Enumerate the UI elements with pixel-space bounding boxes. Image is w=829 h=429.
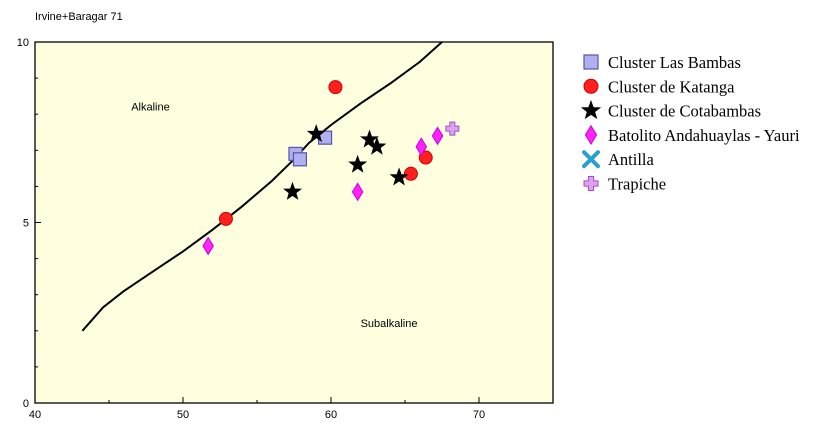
- axis-ticks: 40 50 60 70 0 5 10: [17, 37, 554, 421]
- legend-label: Cluster Las Bambas: [608, 53, 741, 72]
- legend-marker-circle: [583, 78, 599, 94]
- data-point-circle: [403, 166, 418, 181]
- data-point-star: [367, 136, 387, 155]
- x-tick-label: 40: [29, 409, 41, 421]
- legend-item: Antilla: [582, 150, 655, 169]
- data-point-circle: [218, 211, 233, 226]
- y-tick-label: 0: [23, 398, 29, 410]
- legend-marker-diamond: [584, 124, 598, 145]
- data-point-star: [359, 129, 379, 148]
- legend-item: Cluster de Cotabambas: [580, 99, 761, 121]
- data-point-diamond: [415, 137, 428, 157]
- x-tick-label: 60: [325, 409, 337, 421]
- data-point-circle: [418, 150, 433, 165]
- y-tick-label: 5: [23, 218, 29, 230]
- legend-marker-square: [583, 54, 599, 70]
- legend-label: Cluster de Katanga: [608, 77, 735, 96]
- legend-item: Batolito Andahuaylas - Yauri: [584, 124, 800, 145]
- legend-item: Trapiche: [583, 175, 666, 194]
- y-tick-label: 10: [17, 37, 29, 49]
- legend: Cluster Las Bambas Cluster de Katanga Clus…: [580, 53, 800, 194]
- legend-label: Batolito Andahuaylas - Yauri: [608, 126, 800, 145]
- legend-label: Trapiche: [608, 175, 666, 194]
- data-point-diamond: [202, 236, 214, 256]
- data-point-circle: [328, 80, 343, 95]
- plot-area: [34, 41, 554, 404]
- data-point-diamond: [351, 182, 364, 202]
- data-point-star: [348, 154, 368, 173]
- region-labels: Alkaline Subalkaline: [131, 102, 417, 331]
- legend-item: Cluster Las Bambas: [583, 53, 741, 72]
- boundary-line-group: [81, 41, 443, 332]
- x-tick-label: 50: [177, 409, 189, 421]
- data-points: [202, 80, 460, 256]
- data-point-square: [292, 152, 308, 167]
- legend-label: Antilla: [608, 150, 655, 169]
- data-point-plus: [445, 121, 460, 136]
- data-point-diamond: [431, 126, 444, 146]
- x-tick-label: 70: [473, 409, 485, 421]
- alkaline-subalkaline-boundary: [81, 41, 443, 332]
- legend-marker-x: [582, 150, 600, 169]
- legend-marker-plus: [583, 176, 599, 191]
- chart-title: Irvine+Baragar 71: [35, 11, 123, 23]
- region-label-subalkaline: Subalkaline: [361, 318, 418, 330]
- legend-label: Cluster de Cotabambas: [608, 102, 761, 121]
- region-label-alkaline: Alkaline: [131, 102, 170, 114]
- data-point-star: [306, 124, 326, 143]
- data-point-star: [389, 167, 409, 186]
- data-point-star: [283, 181, 303, 200]
- legend-item: Cluster de Katanga: [583, 77, 735, 96]
- legend-marker-star: [580, 99, 602, 120]
